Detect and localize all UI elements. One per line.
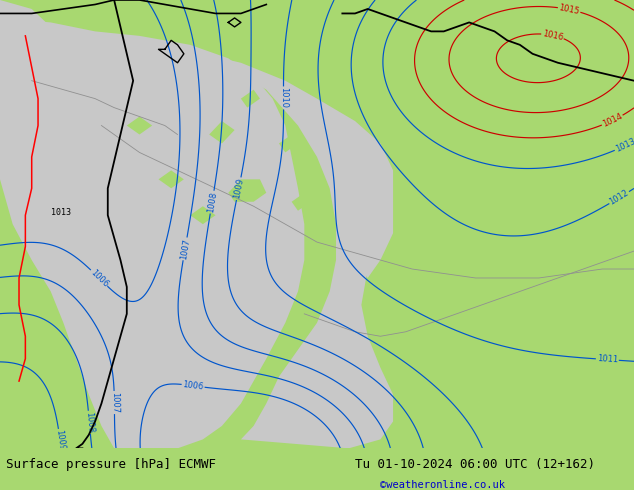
Polygon shape	[241, 90, 260, 108]
Text: 1010: 1010	[279, 87, 288, 108]
Text: 1013: 1013	[614, 137, 634, 154]
Polygon shape	[342, 179, 393, 278]
Polygon shape	[158, 171, 184, 188]
Text: 1006: 1006	[182, 380, 204, 392]
Polygon shape	[279, 135, 298, 152]
Polygon shape	[127, 117, 152, 135]
Text: 1007: 1007	[179, 238, 191, 260]
Text: 1014: 1014	[601, 112, 624, 129]
Text: 1015: 1015	[558, 3, 580, 16]
Polygon shape	[0, 0, 304, 448]
Text: 1009: 1009	[54, 429, 66, 451]
Polygon shape	[228, 179, 266, 202]
Text: 1016: 1016	[541, 29, 564, 42]
Text: Tu 01-10-2024 06:00 UTC (12+162): Tu 01-10-2024 06:00 UTC (12+162)	[355, 458, 595, 471]
Text: 1007: 1007	[110, 392, 119, 413]
Polygon shape	[190, 206, 216, 224]
Text: 1011: 1011	[597, 354, 618, 365]
Polygon shape	[0, 0, 63, 179]
Text: 1008: 1008	[206, 191, 218, 213]
Polygon shape	[292, 193, 311, 211]
Text: 1008: 1008	[84, 412, 94, 433]
Text: Surface pressure [hPa] ECMWF: Surface pressure [hPa] ECMWF	[6, 458, 216, 471]
Polygon shape	[209, 121, 235, 144]
Text: 1012: 1012	[608, 188, 631, 207]
Text: 1006: 1006	[88, 268, 110, 289]
Polygon shape	[190, 54, 393, 448]
Text: ©weatheronline.co.uk: ©weatheronline.co.uk	[380, 480, 505, 490]
Text: 1009: 1009	[232, 177, 245, 200]
Text: 1013: 1013	[51, 208, 71, 217]
